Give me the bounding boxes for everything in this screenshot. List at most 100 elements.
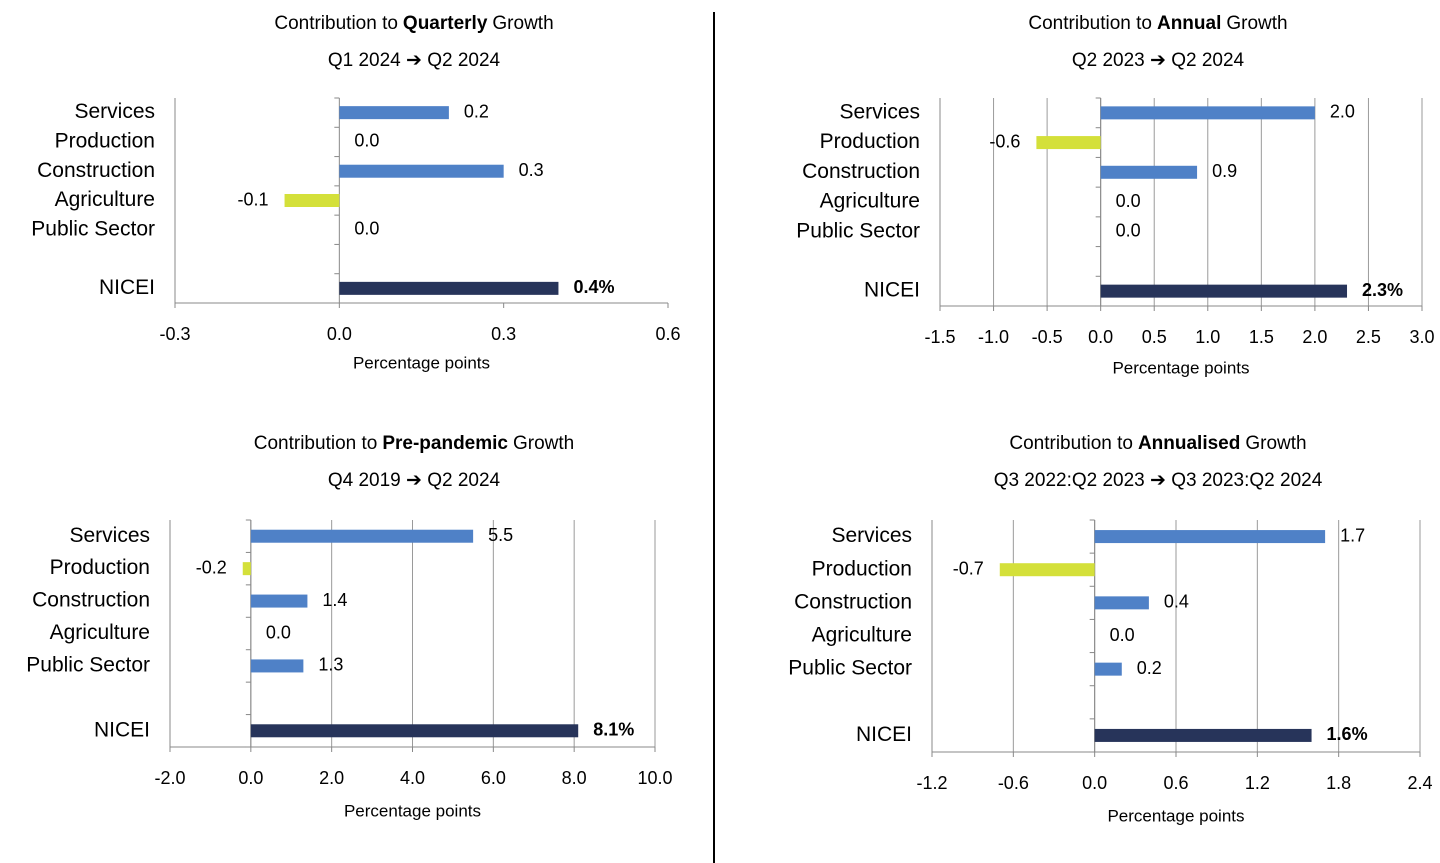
bar [250, 529, 474, 543]
title-part: Contribution to [274, 13, 398, 34]
chart-title: Contribution to Annual Growth [1028, 13, 1287, 34]
x-tick-label: -2.0 [154, 768, 185, 788]
x-tick-label: -0.5 [1032, 327, 1063, 347]
chart-subtitle: Q1 2024 ➔ Q2 2024 [328, 50, 501, 71]
x-tick-label: 0.0 [1088, 327, 1113, 347]
title-part: Quarterly [403, 13, 488, 34]
x-tick-label: 1.5 [1249, 327, 1274, 347]
title-part: Pre-pandemic [382, 433, 508, 454]
title-part: Growth [513, 433, 574, 454]
x-tick-label: 2.0 [1302, 327, 1327, 347]
x-tick-label: -1.2 [916, 773, 947, 793]
x-tick-label: 1.0 [1195, 327, 1220, 347]
x-tick-label: 0.5 [1142, 327, 1167, 347]
category-label: Construction [32, 589, 150, 612]
bar [1094, 596, 1149, 610]
category-label: Agriculture [812, 624, 912, 647]
category-label: Agriculture [820, 190, 920, 213]
bar [242, 562, 251, 576]
x-tick-label: 3.0 [1409, 327, 1434, 347]
category-label: Production [50, 556, 150, 579]
value-label: 2.3% [1362, 280, 1403, 300]
value-label: 8.1% [593, 720, 634, 740]
value-label: 0.2 [464, 101, 489, 121]
bar [339, 164, 504, 178]
x-tick-label: 2.5 [1356, 327, 1381, 347]
bar [1100, 165, 1198, 179]
value-label: -0.2 [196, 557, 227, 577]
bar [339, 106, 449, 120]
category-label: Public Sector [31, 217, 155, 240]
category-label: NICEI [856, 723, 912, 746]
value-label: 0.0 [266, 622, 291, 642]
value-label: 2.0 [1330, 102, 1355, 122]
bar [250, 594, 308, 608]
category-label: Construction [802, 160, 920, 183]
x-tick-label: 0.0 [1082, 773, 1107, 793]
title-part: Annualised [1138, 433, 1240, 454]
value-label: 0.9 [1212, 161, 1237, 181]
x-axis-title: Percentage points [344, 801, 481, 820]
title-part: Annual [1157, 13, 1221, 34]
value-label: -0.1 [238, 189, 269, 209]
title-part: Contribution to [254, 433, 378, 454]
bar [250, 659, 304, 673]
bar [1094, 728, 1312, 742]
value-label: 0.2 [1137, 658, 1162, 678]
x-tick-label: 0.3 [491, 324, 516, 344]
x-axis-title: Percentage points [353, 353, 490, 372]
title-part: Contribution to [1028, 13, 1152, 34]
value-label: 1.6% [1327, 724, 1368, 744]
x-tick-label: 0.0 [238, 768, 263, 788]
value-label: 0.0 [1116, 191, 1141, 211]
category-label: NICEI [94, 718, 150, 741]
x-axis-title: Percentage points [1112, 358, 1249, 377]
category-label: Services [839, 100, 920, 123]
category-label: Agriculture [50, 621, 150, 644]
category-label: Production [55, 129, 155, 152]
bar [250, 724, 579, 738]
x-tick-label: -1.5 [924, 327, 955, 347]
value-label: -0.6 [989, 131, 1020, 151]
category-label: Agriculture [55, 188, 155, 211]
bar [339, 281, 559, 295]
category-label: Public Sector [26, 653, 150, 676]
chart-title: Contribution to Quarterly Growth [274, 13, 553, 34]
value-label: 0.0 [1116, 220, 1141, 240]
category-label: Services [831, 524, 912, 547]
chart-subtitle: Q2 2023 ➔ Q2 2024 [1072, 50, 1245, 71]
value-label: 1.7 [1340, 525, 1365, 545]
value-label: 0.0 [354, 219, 379, 239]
x-tick-label: 0.6 [1163, 773, 1188, 793]
value-label: 0.4 [1164, 592, 1189, 612]
category-label: Services [69, 524, 150, 547]
title-part: Growth [492, 13, 553, 34]
category-label: Services [74, 100, 155, 123]
value-label: 0.0 [1110, 625, 1135, 645]
bar [999, 563, 1095, 577]
value-label: 1.3 [318, 655, 343, 675]
category-label: NICEI [99, 276, 155, 299]
bar [1094, 662, 1122, 676]
x-tick-label: 2.4 [1407, 773, 1432, 793]
category-label: Production [812, 557, 912, 580]
x-tick-label: -0.6 [998, 773, 1029, 793]
x-tick-label: 1.2 [1245, 773, 1270, 793]
x-tick-label: 10.0 [637, 768, 672, 788]
bar [1100, 106, 1315, 120]
x-tick-label: 1.8 [1326, 773, 1351, 793]
chart-title: Contribution to Annualised Growth [1009, 433, 1306, 454]
bar [1036, 136, 1101, 150]
chart-subtitle: Q4 2019 ➔ Q2 2024 [328, 470, 501, 491]
x-axis-title: Percentage points [1107, 806, 1244, 825]
x-tick-label: 6.0 [481, 768, 506, 788]
title-part: Growth [1226, 13, 1287, 34]
category-label: NICEI [864, 279, 920, 302]
x-tick-label: 2.0 [319, 768, 344, 788]
value-label: 0.4% [573, 277, 614, 297]
x-tick-label: 8.0 [562, 768, 587, 788]
value-label: 5.5 [488, 525, 513, 545]
bar [1100, 284, 1348, 298]
category-label: Construction [794, 590, 912, 613]
